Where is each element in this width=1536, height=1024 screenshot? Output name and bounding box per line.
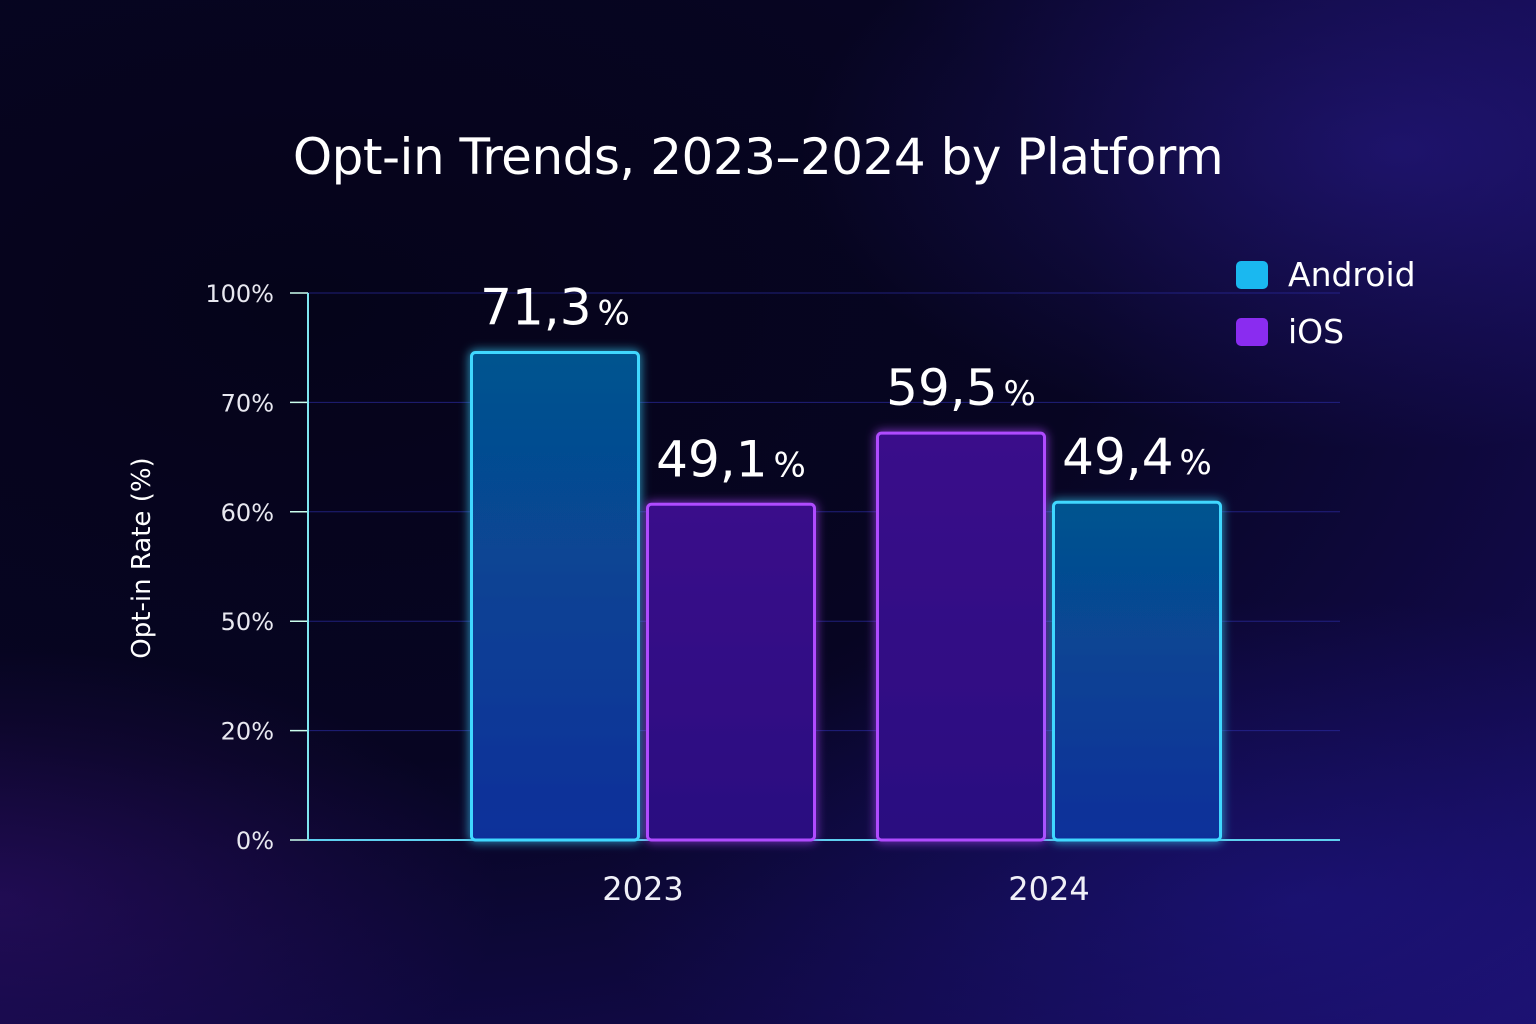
bar-ios-2023: [646, 502, 816, 842]
y-tick-label: 20%: [221, 718, 274, 746]
legend-swatch-ios: [1236, 317, 1268, 346]
legend-label: iOS: [1288, 312, 1345, 351]
legend: Android iOS: [1236, 246, 1416, 360]
x-tick-label: 2024: [1008, 870, 1089, 908]
bar-android-2024: [1052, 500, 1222, 842]
y-tick-label: 60%: [221, 499, 274, 527]
chart-title: Opt-in Trends, 2023–2024 by Platform: [292, 128, 1224, 186]
data-label: 71,3%: [480, 278, 630, 336]
bar-ios-2024: [876, 431, 1046, 842]
x-tick-label: 2023: [602, 870, 683, 908]
legend-item-android: Android: [1236, 246, 1416, 303]
y-tick-label: 100%: [205, 280, 274, 308]
bar-android-2023: [470, 350, 640, 842]
y-tick-label: 70%: [221, 389, 274, 417]
data-label: 49,4%: [1062, 428, 1212, 486]
y-tick-label: 0%: [236, 827, 274, 855]
legend-label: Android: [1288, 255, 1416, 294]
data-label: 59,5%: [886, 359, 1036, 417]
legend-item-ios: iOS: [1236, 303, 1416, 360]
data-label: 49,1%: [656, 430, 806, 488]
y-tick-label: 50%: [221, 608, 274, 636]
legend-swatch-android: [1236, 260, 1268, 289]
